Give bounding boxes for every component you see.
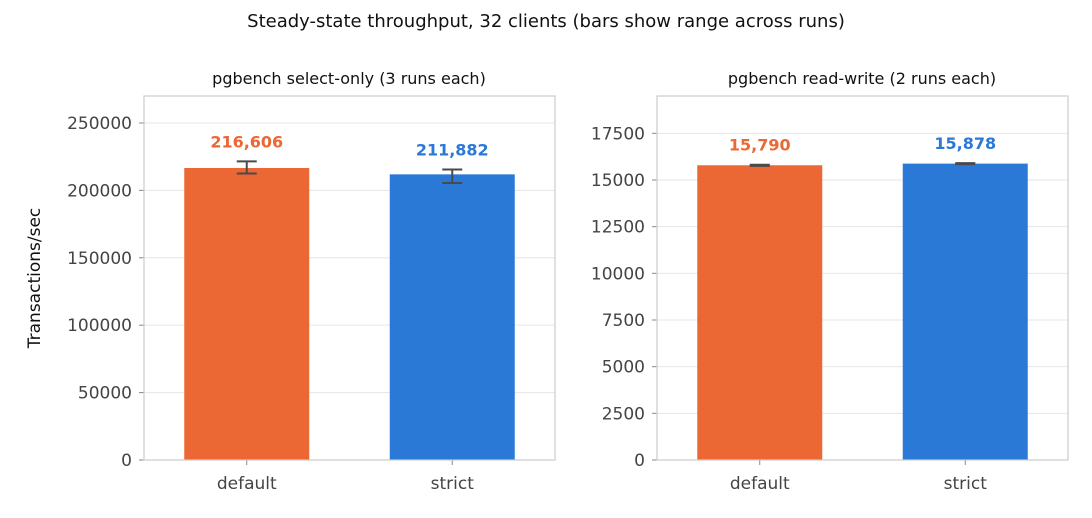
value-label-default: 216,606: [210, 132, 283, 151]
x-tick-label-strict: strict: [944, 474, 988, 494]
plot-frame: [656, 95, 1069, 461]
plot-frame: [143, 95, 556, 461]
x-tick-label-default: default: [217, 474, 277, 494]
y-tick-label: 100000: [67, 316, 132, 336]
y-tick-label: 0: [634, 451, 645, 471]
panel-title: pgbench select-only (3 runs each): [212, 69, 486, 88]
figure-suptitle: Steady-state throughput, 32 clients (bar…: [247, 11, 845, 32]
y-tick-label: 0: [121, 451, 132, 471]
y-tick-label: 10000: [591, 264, 645, 284]
y-tick-label: 150000: [67, 249, 132, 269]
y-tick-label: 15000: [591, 171, 645, 191]
panel-read-write: pgbench read-write (2 runs each) 15,790 d…: [591, 69, 1069, 494]
y-tick-label: 7500: [602, 311, 645, 331]
value-label-strict: 211,882: [416, 140, 489, 159]
bar-strict: [389, 174, 515, 460]
y-tick-label: 50000: [78, 384, 132, 404]
panel-title: pgbench read-write (2 runs each): [728, 69, 996, 88]
x-tick-label-default: default: [730, 474, 790, 494]
y-tick-label: 250000: [67, 114, 132, 134]
y-tick-label: 12500: [591, 218, 645, 238]
bar-strict: [902, 163, 1028, 461]
value-label-strict: 15,878: [934, 134, 996, 153]
value-label-default: 15,790: [729, 136, 791, 155]
panel-select-only: pgbench select-only (3 runs each) Transa…: [25, 69, 556, 494]
y-tick-label: 200000: [67, 181, 132, 201]
x-tick-label-strict: strict: [431, 474, 475, 494]
bar-default: [184, 167, 310, 460]
y-tick-label: 17500: [591, 124, 645, 144]
y-axis-label: Transactions/sec: [25, 208, 45, 350]
bar-default: [697, 165, 823, 460]
y-tick-label: 2500: [602, 404, 645, 424]
y-tick-label: 5000: [602, 358, 645, 378]
